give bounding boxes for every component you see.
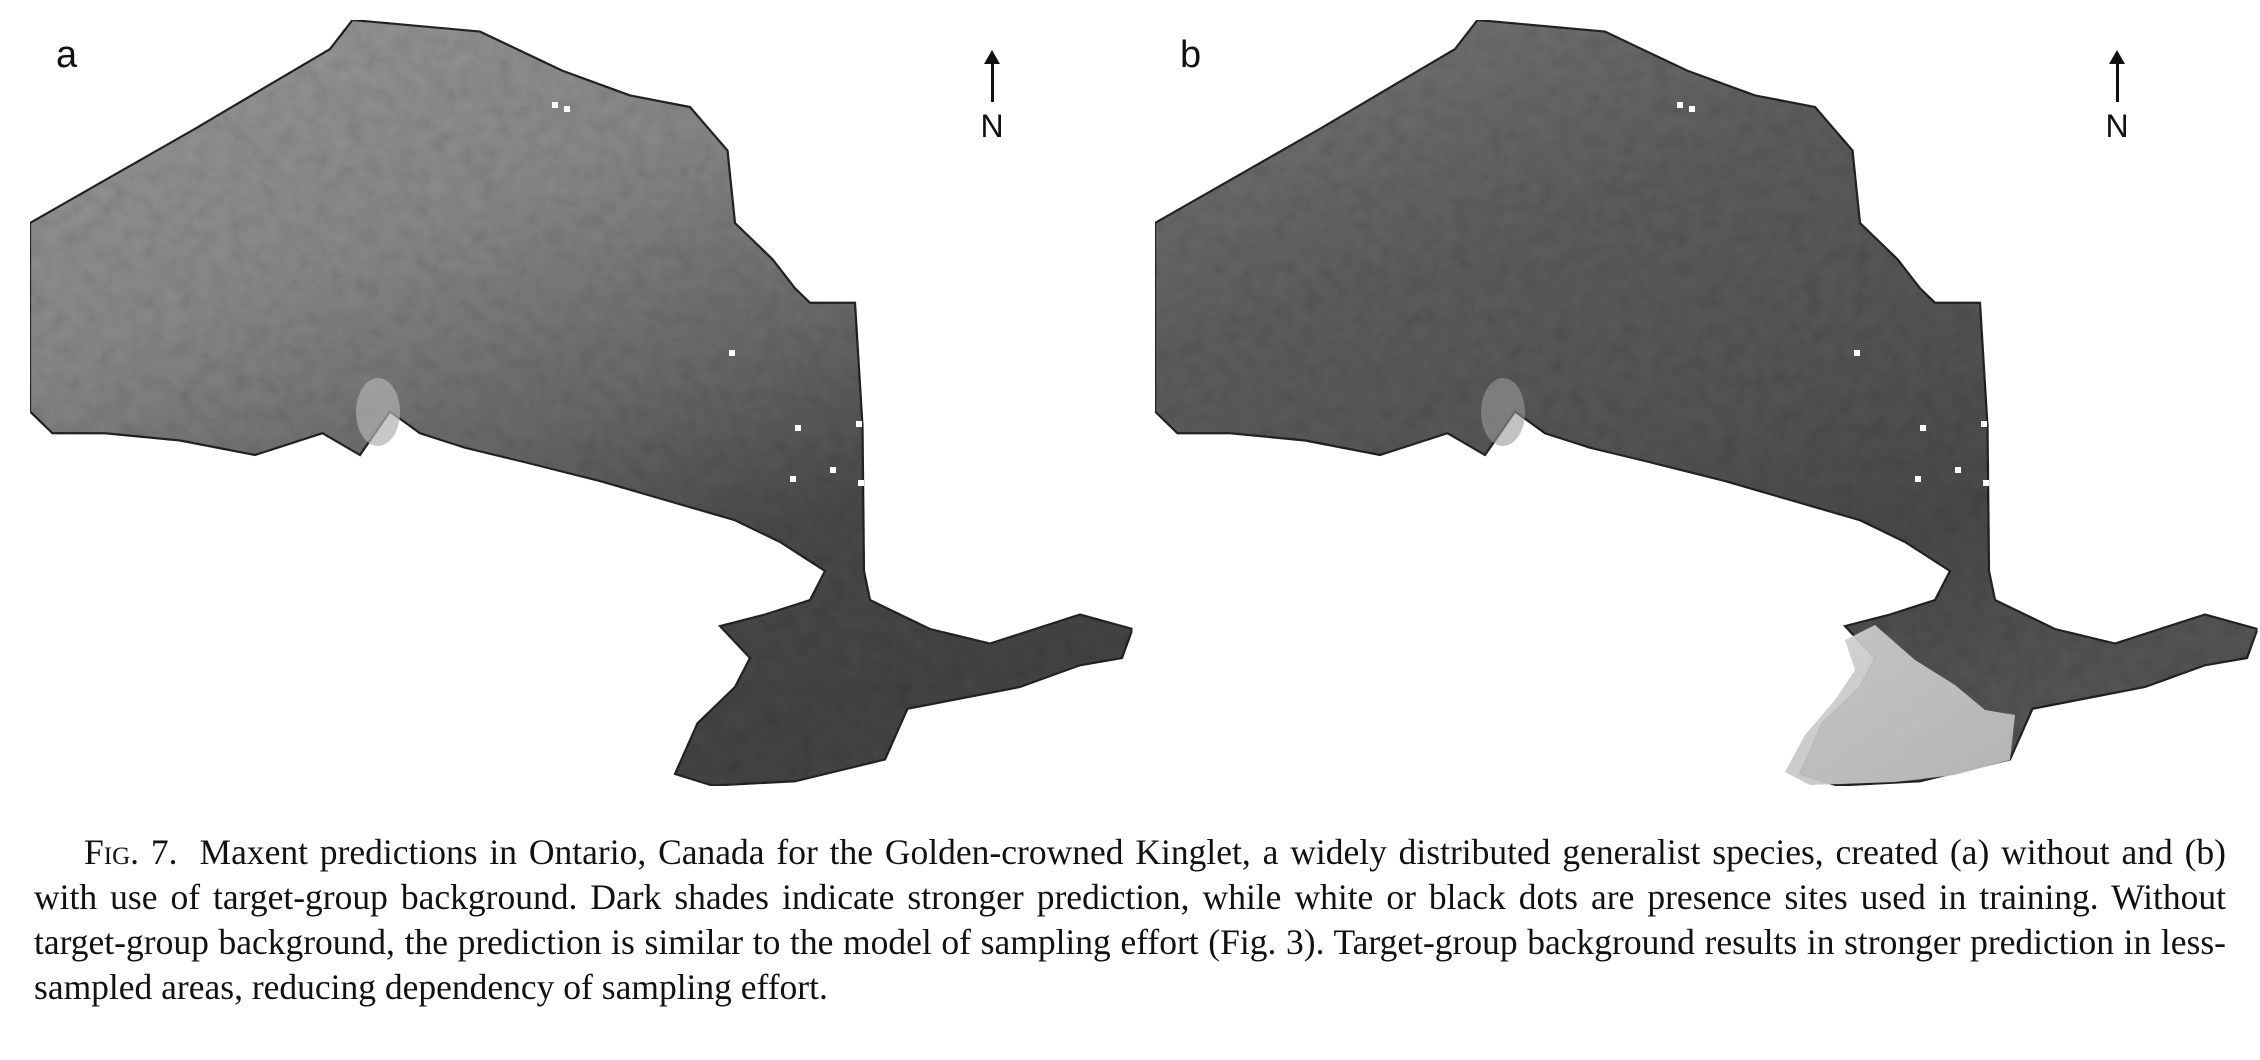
north-label-b: N [2105,108,2129,144]
southwest-peninsula-light [1785,625,2015,785]
map-panel-a [30,20,1140,800]
map-panel-b [1155,20,2260,800]
north-arrow-icon [2108,50,2125,102]
ontario-map-a [30,20,1134,787]
north-arrow-a: N [972,50,1012,145]
presence-sites-a [552,102,976,486]
caption-text: Maxent predictions in Ontario, Canada fo… [34,832,2226,1007]
north-arrow-b: N [2097,50,2137,145]
presence-sites-b [1677,102,2101,486]
north-label-a: N [980,108,1004,144]
ontario-shape-a [30,20,1134,787]
panel-letter-a: a [56,34,78,76]
light-patch [356,378,400,446]
figure-label: Fig. 7. [84,832,178,872]
light-patch-b [1481,378,1525,446]
north-arrow-icon [983,50,1000,102]
figure-caption: Fig. 7. Maxent predictions in Ontario, Ca… [34,830,2226,1010]
ontario-map-b [1155,20,2259,787]
ontario-shape-b [1155,20,2259,787]
panel-letter-b: b [1180,34,1202,76]
